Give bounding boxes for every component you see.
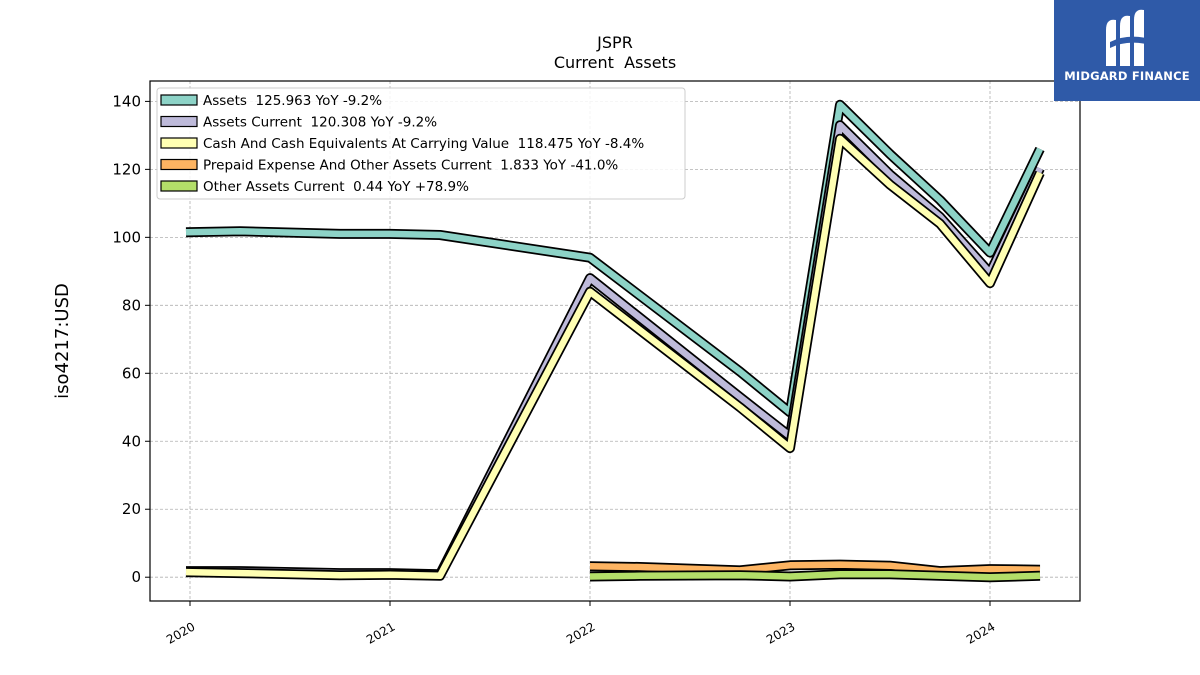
legend-label: Cash And Cash Equivalents At Carrying Va… (203, 136, 644, 152)
y-tick-label: 140 (112, 92, 141, 110)
legend-swatch (160, 180, 198, 192)
legend-label: Prepaid Expense And Other Assets Current… (203, 158, 618, 174)
legend-label: Other Assets Current 0.44 YoY +78.9% (203, 179, 469, 195)
x-tick-label: 2022 (564, 619, 597, 646)
x-tick-label: 2023 (764, 619, 797, 646)
legend-swatch (160, 137, 198, 149)
series-line-cash-and-cash-equivalents-at-carrying-value (185, 135, 1043, 580)
series-line-prepaid-expense-and-other-assets-current (589, 561, 1041, 575)
y-tick-label: 0 (131, 568, 141, 586)
legend-swatch (160, 94, 198, 106)
y-tick-label: 100 (112, 228, 141, 246)
x-tick-label: 2021 (364, 619, 397, 646)
y-tick-label: 80 (122, 296, 141, 314)
series-line-assets (185, 101, 1043, 416)
series-layer (185, 99, 1045, 583)
legend-swatch (160, 158, 198, 171)
chart-title: JSPR (596, 33, 633, 52)
midgard-finance-logo: MIDGARD FINANCE (1054, 0, 1200, 101)
x-tick-label: 2020 (164, 619, 197, 646)
x-tick-label: 2024 (964, 619, 997, 646)
chart-subtitle: Current Assets (554, 53, 676, 72)
legend-box (156, 87, 686, 200)
y-axis-label: iso4217:USD (52, 283, 73, 399)
y-tick-label: 20 (122, 500, 141, 518)
series-line-other-assets-current (589, 570, 1041, 581)
plot-frame (149, 80, 1081, 602)
midgard-logo-icon (1106, 9, 1146, 66)
y-tick-label: 60 (122, 364, 141, 382)
logo-text: MIDGARD FINANCE (1064, 69, 1190, 83)
legend-swatch (160, 115, 198, 128)
y-tick-label: 40 (122, 432, 141, 450)
legend-label: Assets Current 120.308 YoY -9.2% (203, 115, 437, 131)
legend-label: Assets 125.963 YoY -9.2% (203, 93, 382, 109)
y-tick-label: 120 (112, 160, 141, 178)
legend: Assets 125.963 YoY -9.2% Assets Current 1… (156, 87, 686, 200)
